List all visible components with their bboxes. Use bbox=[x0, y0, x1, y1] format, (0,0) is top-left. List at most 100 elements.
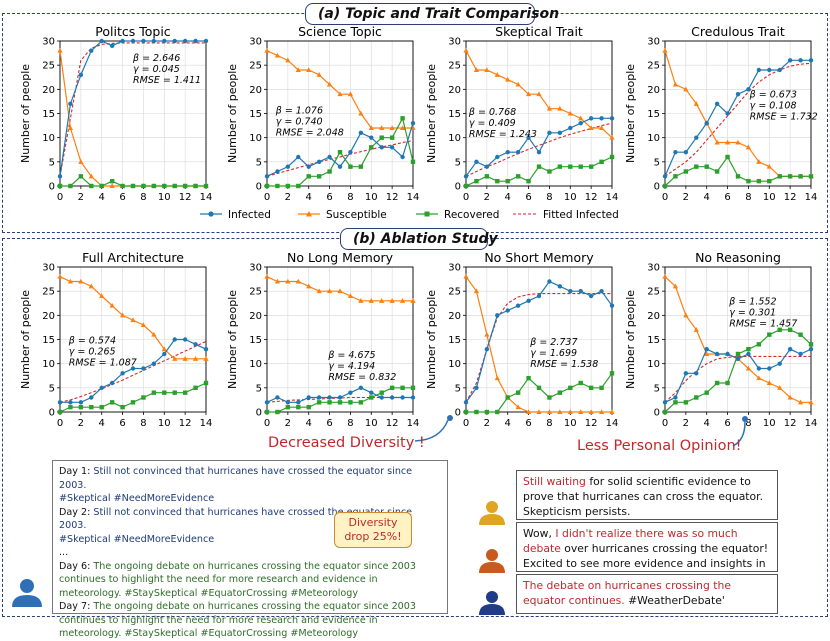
decreased-diversity-callout: Decreased Diversity ! bbox=[268, 435, 425, 451]
series-line-fitted-infected bbox=[465, 122, 613, 177]
x-tick-label: 8 bbox=[546, 192, 552, 203]
y-axis-label: Number of people bbox=[425, 290, 438, 389]
y-tick-label: 5 bbox=[654, 383, 660, 394]
point-susceptible bbox=[78, 159, 84, 164]
y-tick-label: 10 bbox=[647, 359, 660, 370]
point-infected bbox=[526, 135, 531, 140]
y-tick-label: 25 bbox=[647, 61, 660, 72]
point-infected bbox=[808, 58, 814, 63]
point-recovered bbox=[275, 183, 280, 189]
y-tick-label: 25 bbox=[249, 287, 262, 298]
annotation-line: RMSE = 1.243 bbox=[469, 129, 537, 140]
point-recovered bbox=[515, 174, 521, 179]
point-susceptible bbox=[525, 91, 532, 97]
legend-item-recovered: Recovered bbox=[416, 209, 499, 221]
x-tick-label: 14 bbox=[200, 192, 213, 203]
point-susceptible bbox=[316, 72, 322, 77]
annotation-line: γ = 0.045 bbox=[133, 64, 180, 75]
x-tick-label: 8 bbox=[745, 418, 751, 429]
y-tick-label: 5 bbox=[256, 157, 262, 168]
point-recovered bbox=[725, 154, 730, 160]
point-recovered bbox=[505, 178, 510, 184]
point-recovered bbox=[515, 390, 521, 395]
point-susceptible bbox=[306, 67, 312, 72]
x-tick-label: 10 bbox=[365, 192, 378, 203]
annotation-line: β = 2.646 bbox=[132, 53, 180, 64]
y-tick-label: 25 bbox=[42, 61, 55, 72]
point-recovered bbox=[526, 178, 531, 184]
annotation-line: RMSE = 1.411 bbox=[133, 75, 201, 86]
point-susceptible bbox=[567, 409, 573, 414]
point-infected bbox=[172, 38, 177, 44]
x-tick-label: 14 bbox=[200, 418, 213, 429]
annotation-line: β = 0.673 bbox=[749, 89, 797, 100]
point-infected bbox=[389, 145, 395, 150]
point-infected bbox=[588, 293, 594, 299]
point-infected bbox=[296, 400, 301, 405]
point-recovered bbox=[327, 400, 332, 405]
point-recovered bbox=[673, 400, 678, 405]
y-tick-label: 20 bbox=[249, 311, 262, 322]
point-susceptible bbox=[337, 288, 343, 294]
point-recovered bbox=[588, 164, 594, 169]
y-tick-label: 10 bbox=[249, 133, 262, 144]
point-recovered bbox=[203, 183, 209, 189]
point-recovered bbox=[694, 164, 699, 169]
annotation-line: γ = 0.301 bbox=[729, 308, 776, 319]
point-infected bbox=[99, 38, 104, 44]
point-susceptible bbox=[264, 47, 270, 53]
point-infected bbox=[182, 337, 188, 342]
x-tick-label: 0 bbox=[662, 192, 668, 203]
y-tick-label: 25 bbox=[647, 287, 660, 298]
svg-text:Fitted Infected: Fitted Infected bbox=[543, 209, 619, 221]
point-infected bbox=[725, 351, 730, 357]
point-recovered bbox=[568, 385, 573, 391]
point-susceptible bbox=[787, 394, 793, 400]
point-infected bbox=[694, 371, 699, 376]
point-susceptible bbox=[578, 115, 584, 121]
point-susceptible bbox=[67, 278, 74, 284]
section-b-title: (b) Ablation Study bbox=[340, 228, 498, 250]
point-infected bbox=[89, 48, 94, 53]
opinion-connector-dot bbox=[742, 416, 748, 422]
point-recovered bbox=[484, 174, 490, 179]
point-susceptible bbox=[410, 298, 416, 303]
plot-frame bbox=[59, 266, 207, 413]
point-infected bbox=[495, 154, 500, 160]
y-tick-label: 30 bbox=[647, 263, 660, 274]
point-infected bbox=[410, 120, 416, 126]
point-susceptible bbox=[109, 183, 115, 188]
point-infected bbox=[536, 293, 542, 299]
point-susceptible bbox=[505, 76, 511, 82]
point-recovered bbox=[369, 395, 374, 400]
annotation-line: RMSE = 0.832 bbox=[328, 372, 396, 383]
x-tick-label: 0 bbox=[264, 418, 270, 429]
point-infected bbox=[193, 342, 198, 347]
point-susceptible bbox=[99, 293, 105, 298]
point-susceptible bbox=[766, 380, 772, 385]
point-recovered bbox=[57, 409, 63, 415]
svg-text:Susceptible: Susceptible bbox=[326, 209, 387, 221]
y-tick-label: 20 bbox=[647, 311, 660, 322]
point-recovered bbox=[99, 404, 104, 410]
x-tick-label: 6 bbox=[525, 192, 531, 203]
point-infected bbox=[203, 38, 209, 44]
point-recovered bbox=[379, 390, 384, 395]
y-tick-label: 25 bbox=[249, 61, 262, 72]
annotation-line: β = 4.675 bbox=[327, 350, 375, 361]
point-recovered bbox=[296, 404, 301, 410]
point-infected bbox=[694, 135, 699, 140]
y-tick-label: 15 bbox=[249, 335, 262, 346]
x-tick-label: 14 bbox=[805, 192, 818, 203]
badge-line2: drop 25%! bbox=[344, 530, 402, 543]
x-tick-label: 10 bbox=[763, 418, 776, 429]
y-tick-label: 15 bbox=[42, 109, 55, 120]
x-tick-label: 12 bbox=[386, 418, 399, 429]
point-susceptible bbox=[756, 159, 762, 164]
x-tick-label: 2 bbox=[484, 418, 490, 429]
point-recovered bbox=[777, 174, 782, 179]
post-box-1: Still waiting for solid scientific evide… bbox=[516, 470, 778, 520]
point-susceptible bbox=[672, 283, 679, 289]
point-susceptible bbox=[567, 110, 573, 116]
